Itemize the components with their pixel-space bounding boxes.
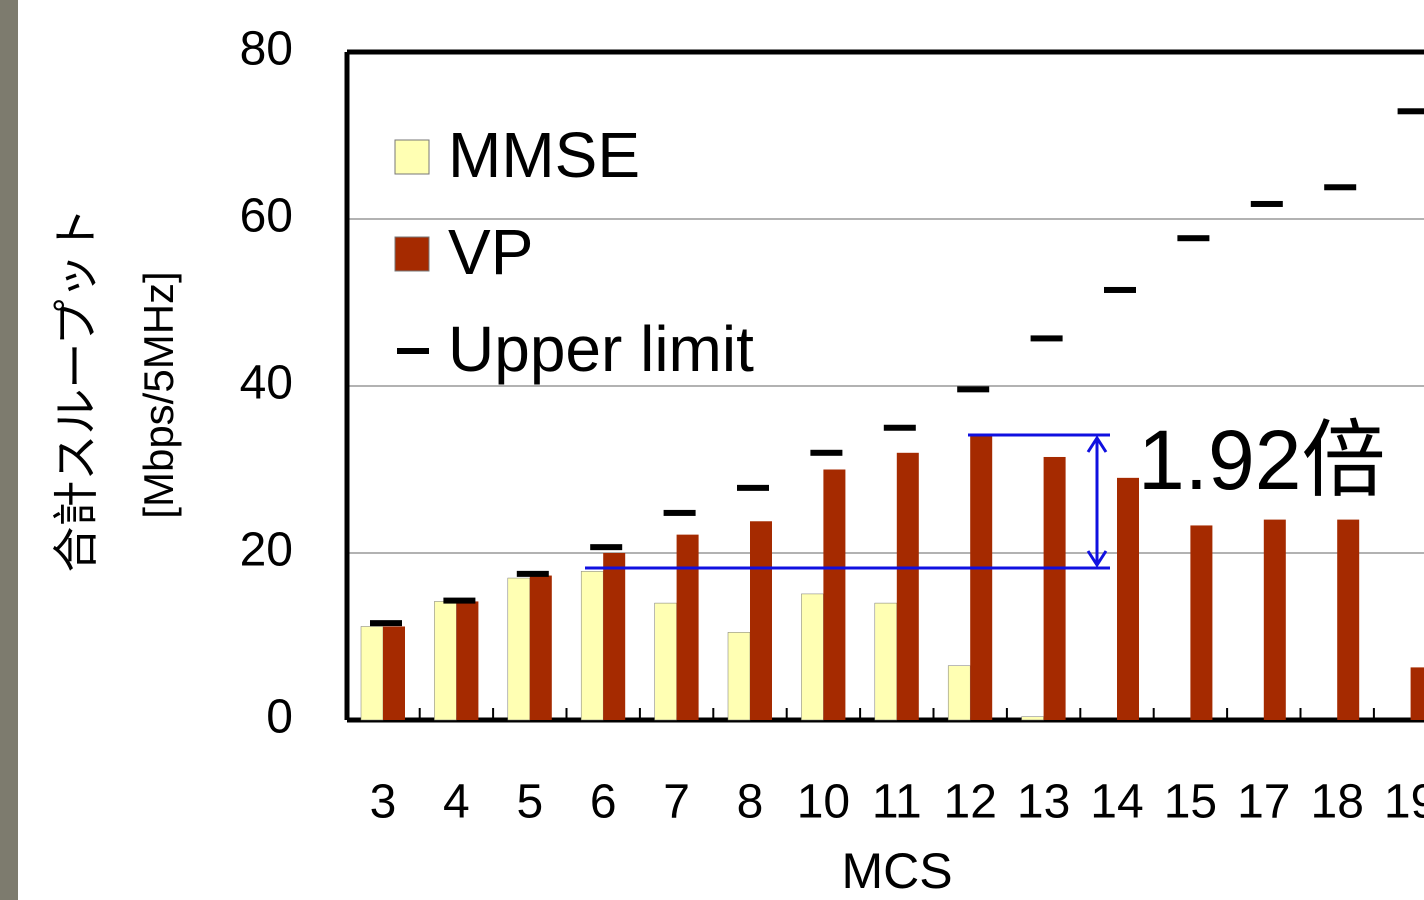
x-tick-label: 7: [663, 776, 690, 829]
x-tick-label: 4: [443, 776, 470, 829]
bar-mmse: [801, 593, 824, 721]
bar-vp: [529, 575, 552, 720]
x-tick-label: 14: [1090, 776, 1143, 829]
bar-vp: [456, 601, 479, 720]
legend-label: VP: [448, 216, 533, 288]
photo-strip: [0, 0, 18, 900]
x-tick-label: 13: [1017, 776, 1070, 829]
x-tick-label: 10: [797, 776, 850, 829]
plot: 0 20 40 60 80 3 4 5 6 7 8 10 11 12 13 14 15 17 18 19 MMSE VP U…: [240, 23, 1424, 829]
bar-vp: [1190, 525, 1213, 720]
x-tick-label: 6: [590, 776, 617, 829]
upper-limit-marker: [516, 570, 549, 577]
y-axis-unit: [Mbps/5MHz]: [135, 271, 182, 518]
upper-limit-marker: [1177, 235, 1210, 242]
bar-vp: [1337, 519, 1360, 720]
legend-label: MMSE: [448, 119, 640, 191]
x-tick-label: 11: [872, 776, 922, 829]
x-tick-label: 3: [370, 776, 397, 829]
y-tick-label: 60: [240, 190, 293, 243]
x-tick-label: 17: [1237, 776, 1290, 829]
x-tick-label: 15: [1164, 776, 1217, 829]
annotation: 1.92倍: [1138, 413, 1386, 507]
bar-mmse: [360, 626, 384, 721]
bar-vp: [676, 534, 699, 720]
legend-swatch: [397, 348, 429, 354]
upper-limit-marker: [1030, 335, 1063, 342]
bar-vp: [750, 521, 772, 720]
upper-limit-marker: [1324, 184, 1357, 191]
legend-label: Upper limit: [448, 313, 754, 385]
upper-limit-marker: [1397, 108, 1424, 115]
upper-limit-marker: [443, 597, 476, 604]
bar-mmse: [1021, 716, 1044, 721]
upper-limit-marker: [663, 509, 696, 516]
y-tick-label: 20: [240, 524, 293, 577]
x-tick-label: 19: [1384, 776, 1424, 829]
upper-limit-marker: [810, 449, 843, 456]
bar-mmse: [874, 602, 898, 721]
x-tick-label: 8: [737, 776, 764, 829]
annotation-bracket: [585, 433, 1110, 570]
bar-vp: [383, 626, 405, 720]
bar-vp: [1117, 477, 1139, 720]
x-tick-label: 12: [944, 776, 997, 829]
x-axis-label: MCS: [841, 843, 952, 899]
bar-vp: [970, 434, 993, 720]
x-tick-label: 5: [516, 776, 543, 829]
y-tick-label: 80: [240, 23, 293, 76]
x-tick-label: 18: [1311, 776, 1364, 829]
y-tick-label: 0: [266, 691, 293, 744]
y-tick-label: 40: [240, 357, 293, 410]
upper-limit-marker: [957, 386, 990, 393]
upper-limit-marker: [370, 620, 402, 627]
bar-vp: [896, 452, 919, 720]
bar-mmse: [507, 577, 531, 721]
upper-limit-marker: [590, 544, 623, 551]
legend-swatch: [394, 139, 430, 175]
bar-vp: [823, 469, 846, 720]
upper-limit-marker: [883, 424, 916, 431]
bar-vp: [1043, 456, 1066, 720]
legend-swatch: [394, 236, 430, 272]
bar-vp: [1263, 519, 1286, 720]
upper-limit-marker: [1250, 200, 1283, 207]
bar-mmse: [947, 665, 971, 721]
bar-mmse: [580, 571, 604, 721]
bar-vp: [1410, 667, 1424, 720]
bar-mmse: [434, 601, 457, 721]
upper-limit-marker: [737, 484, 769, 491]
y-axis-label: 合計スループット: [50, 207, 102, 572]
bar-mmse: [654, 602, 677, 721]
bar-vp: [603, 553, 626, 720]
upper-limit-marker: [1104, 286, 1136, 293]
bar-mmse: [727, 632, 751, 721]
